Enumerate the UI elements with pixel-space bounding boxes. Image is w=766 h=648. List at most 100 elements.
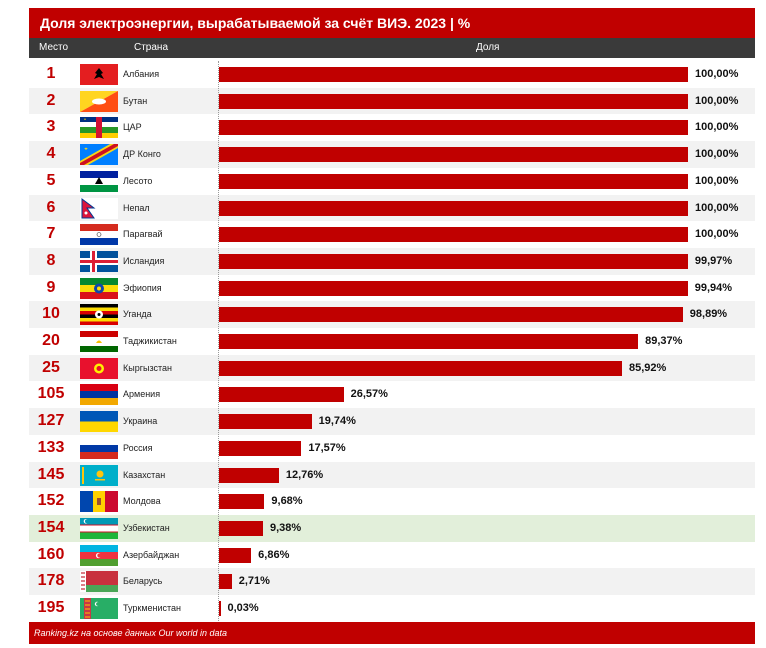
bar xyxy=(219,601,221,616)
bar xyxy=(219,173,688,189)
rank-label: 10 xyxy=(42,305,60,323)
value-label: 2,71% xyxy=(238,575,270,588)
country-label: Туркменистан xyxy=(123,603,182,613)
header-rank: Место xyxy=(39,42,69,53)
ukraine-flag-icon xyxy=(80,411,118,433)
rank-label: 9 xyxy=(46,278,56,296)
kazakhstan-flag-icon xyxy=(80,464,118,486)
header-country: Страна xyxy=(134,42,169,53)
bar xyxy=(219,253,688,269)
rank-label: 195 xyxy=(37,599,65,616)
chart-row: 7 Парагвай 100,00% xyxy=(29,221,755,248)
value-label: 98,89% xyxy=(689,308,728,321)
bar xyxy=(219,414,312,430)
chart-row: 25 Кыргызстан 85,92% xyxy=(29,354,755,382)
rank-label: 20 xyxy=(42,332,60,349)
rank-label: 8 xyxy=(46,251,56,269)
value-label: 12,76% xyxy=(285,468,324,481)
value-label: 100,00% xyxy=(695,174,739,187)
bar xyxy=(219,120,688,136)
bar xyxy=(219,467,279,483)
value-label: 100,00% xyxy=(695,94,739,107)
albania-flag-icon xyxy=(80,64,118,85)
ethiopia-flag-icon xyxy=(80,277,118,299)
bhutan-flag-icon xyxy=(80,90,118,112)
country-label: Бутан xyxy=(123,95,148,106)
value-label: 85,92% xyxy=(628,361,667,374)
rank-label: 145 xyxy=(37,465,65,483)
value-label: 26,57% xyxy=(350,388,388,401)
rank-label: 7 xyxy=(46,225,56,243)
axis-baseline xyxy=(218,61,219,621)
country-label: Казахстан xyxy=(123,469,166,480)
bar xyxy=(219,200,688,216)
azerbaijan-flag-icon xyxy=(80,544,118,566)
rank-label: 5 xyxy=(46,171,56,189)
armenia-flag-icon xyxy=(80,384,118,406)
bar xyxy=(219,520,263,536)
column-header-bar: Место Страна Доля xyxy=(29,38,755,58)
value-label: 19,74% xyxy=(318,415,356,428)
country-label: ДР Конго xyxy=(123,149,161,160)
belarus-flag-icon xyxy=(80,571,118,593)
value-label: 99,97% xyxy=(694,254,733,267)
chart-row: 1 Албания 100,00% xyxy=(29,61,755,88)
value-label: 99,94% xyxy=(694,281,733,294)
drc-flag-icon xyxy=(80,144,118,166)
country-label: Непал xyxy=(123,202,150,213)
country-label: Уганда xyxy=(123,309,152,320)
rank-label: 25 xyxy=(42,358,60,376)
chart-row: 8 Исландия 99,97% xyxy=(29,247,755,275)
value-label: 0,03% xyxy=(227,602,259,614)
bar xyxy=(219,440,302,456)
rank-label: 154 xyxy=(37,518,65,536)
chart-row: 20 Таджикистан 89,37% xyxy=(29,328,755,355)
chart-row: 10 Уганда 98,89% xyxy=(29,301,755,328)
chart-row: 152 Молдова 9,68% xyxy=(29,488,755,515)
rank-label: 160 xyxy=(37,545,65,563)
bar xyxy=(219,227,688,243)
chart-row: 195 Туркменистан 0,03% xyxy=(29,595,755,622)
rank-label: 127 xyxy=(37,412,65,430)
country-label: Россия xyxy=(123,442,153,453)
country-label: Молдова xyxy=(123,496,161,507)
chart-row: 9 Эфиопия 99,94% xyxy=(29,275,755,302)
rank-label: 4 xyxy=(46,145,56,163)
country-label: Таджикистан xyxy=(123,336,177,346)
value-label: 89,37% xyxy=(645,335,683,347)
bar xyxy=(219,147,688,163)
country-label: Эфиопия xyxy=(123,282,162,293)
chart-row: 160 Азербайджан 6,86% xyxy=(29,542,755,569)
uzbekistan-flag-icon xyxy=(80,517,118,539)
value-label: 9,38% xyxy=(269,521,302,534)
uganda-flag-icon xyxy=(80,304,118,326)
bar xyxy=(219,307,683,323)
value-label: 100,00% xyxy=(695,201,739,214)
rank-label: 152 xyxy=(37,492,65,510)
rank-label: 2 xyxy=(46,91,56,109)
rank-label: 1 xyxy=(46,65,56,82)
bar xyxy=(219,280,688,296)
chart-row: 178 Беларусь 2,71% xyxy=(29,568,755,595)
lesotho-flag-icon xyxy=(80,170,118,192)
value-label: 100,00% xyxy=(695,148,739,161)
chart-row: 6 Непал 100,00% xyxy=(29,194,755,222)
bar xyxy=(219,574,232,590)
rank-label: 3 xyxy=(46,118,56,136)
moldova-flag-icon xyxy=(80,491,118,513)
chart-row: 2 Бутан 100,00% xyxy=(29,87,755,115)
rank-label: 105 xyxy=(37,385,65,403)
country-label: Узбекистан xyxy=(123,522,170,533)
country-label: ЦАР xyxy=(123,122,142,133)
nepal-flag-icon xyxy=(80,197,118,219)
chart-row: 154 Узбекистан 9,38% xyxy=(29,514,755,542)
chart-row: 4 ДР Конго 100,00% xyxy=(29,141,755,168)
bar xyxy=(219,360,622,376)
chart-frame: Доля электроэнергии, вырабатываемой за с… xyxy=(29,8,755,644)
chart-row: 133 Россия 17,57% xyxy=(29,435,755,462)
country-label: Армения xyxy=(123,389,161,400)
bar xyxy=(219,334,639,349)
russia-flag-icon xyxy=(80,437,118,459)
value-label: 9,68% xyxy=(271,495,303,508)
bar xyxy=(219,494,265,510)
